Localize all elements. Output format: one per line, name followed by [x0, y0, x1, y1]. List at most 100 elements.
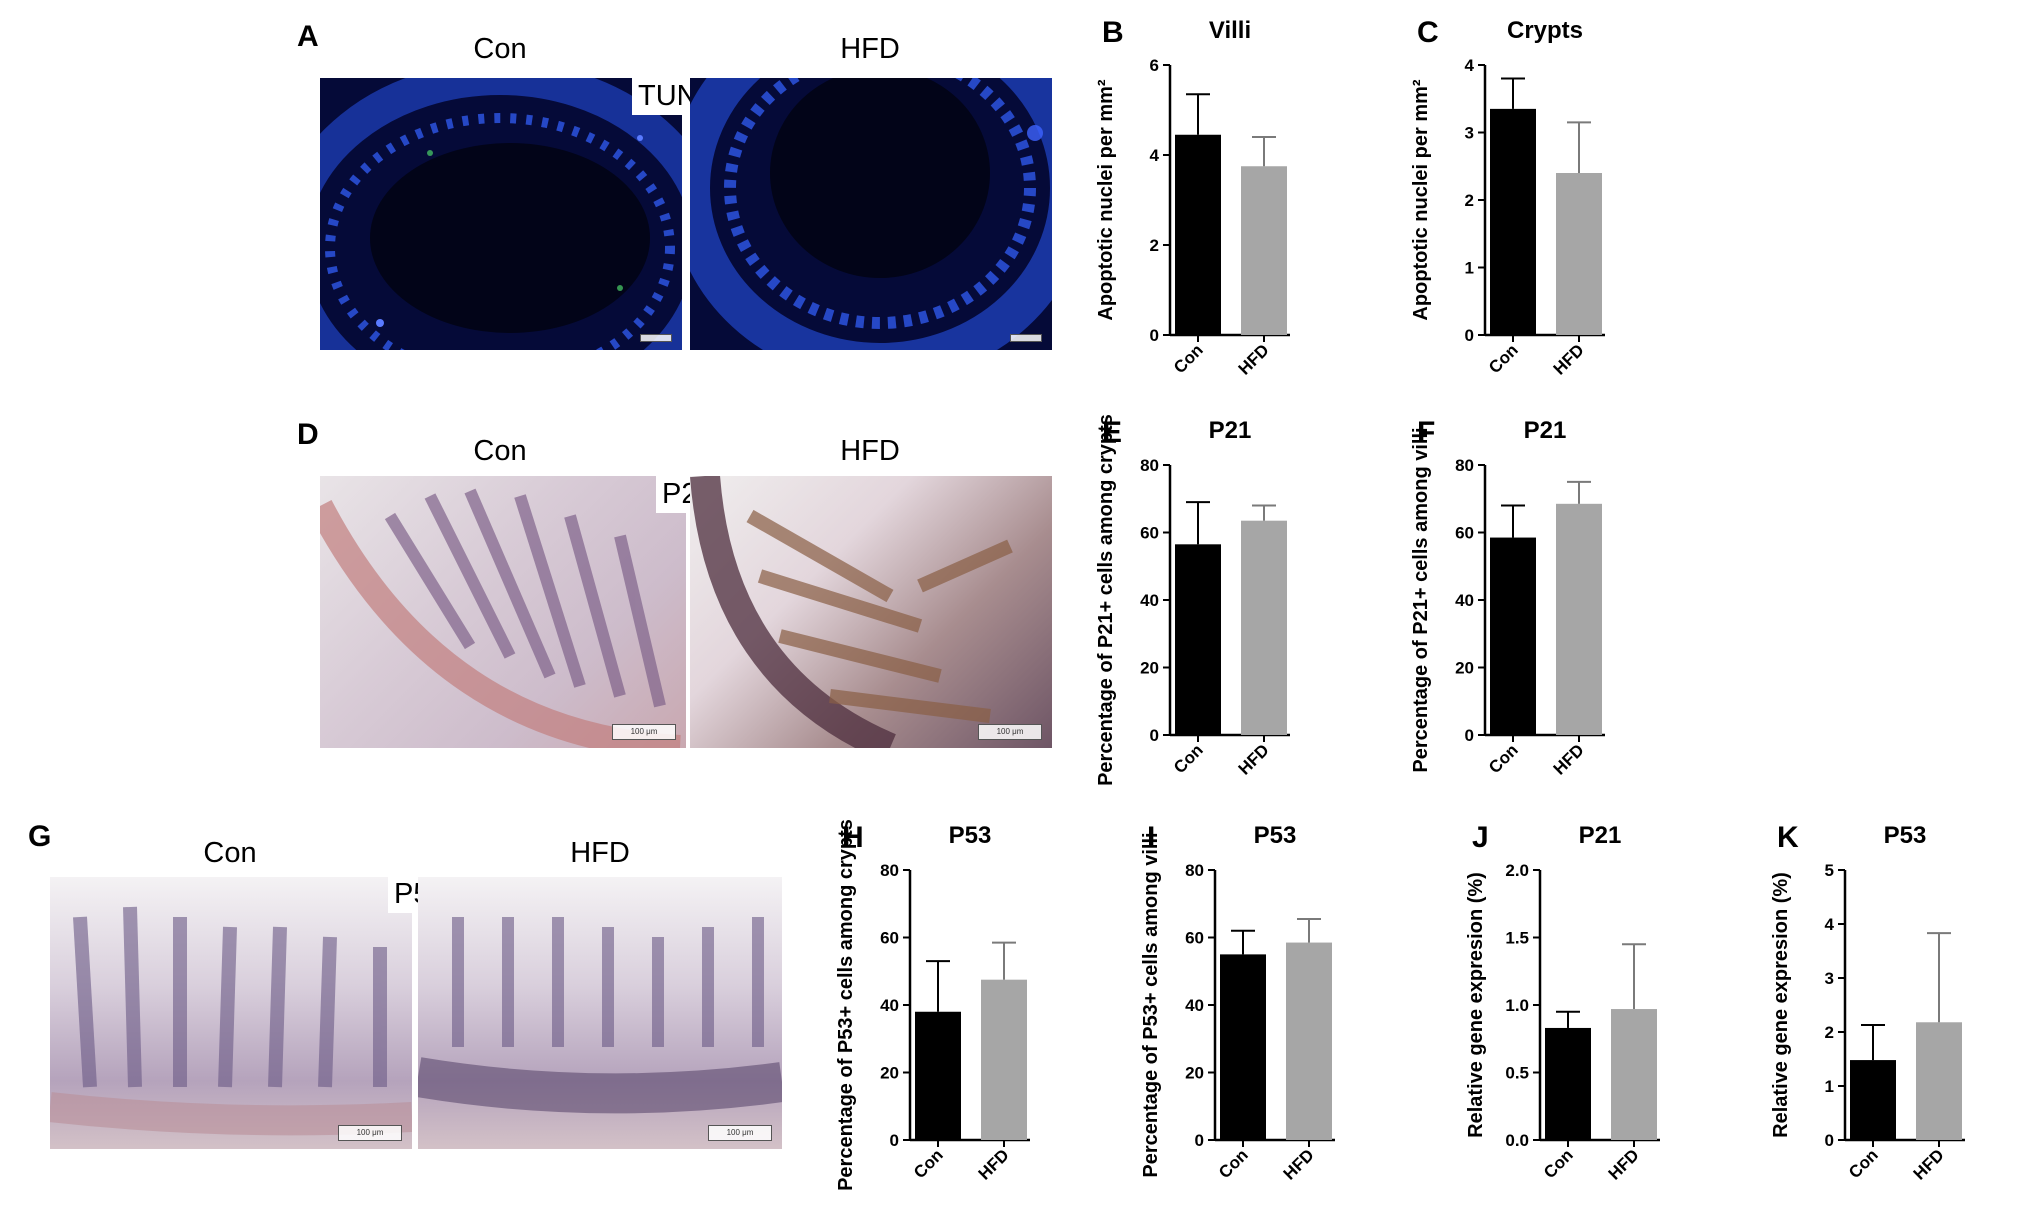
y-tick-label: 0.0 [1505, 1131, 1529, 1150]
panel-d-con-title: Con [473, 435, 527, 467]
bar-hfd [1556, 173, 1602, 335]
y-tick-label: 0 [1465, 326, 1474, 345]
y-tick-label: 6 [1150, 56, 1159, 75]
chart-title: Villi [1209, 17, 1251, 44]
y-tick-label: 60 [1185, 929, 1204, 948]
y-tick-label: 1.5 [1505, 929, 1529, 948]
x-tick-label: HFD [1910, 1145, 1948, 1183]
y-tick-label: 1.0 [1505, 996, 1529, 1015]
chart-i-p53-villi: I P53 Percentage of P53+ cells among villi… [1140, 821, 1335, 1184]
x-tick-label: Con [1215, 1145, 1252, 1182]
y-tick-label: 0.5 [1505, 1064, 1529, 1083]
p21-hfd-micrograph: 100 μm [690, 476, 1052, 748]
x-tick-label: Con [1845, 1145, 1882, 1182]
p53-con-image [50, 906, 412, 1136]
bar-hfd [1241, 166, 1287, 335]
y-tick-label: 40 [1140, 591, 1159, 610]
chart-title: Crypts [1507, 17, 1583, 44]
y-tick-label: 40 [880, 996, 899, 1015]
y-tick-label: 1 [1825, 1077, 1834, 1096]
y-axis-label: Relative gene expresion (%) [1465, 872, 1487, 1138]
y-axis-label: Percentage of P53+ cells among villi [1140, 832, 1162, 1177]
panel-label-j: J [1472, 821, 1489, 854]
scale-bar: 100 μm [978, 724, 1042, 740]
x-tick-label: HFD [975, 1145, 1013, 1183]
y-tick-label: 4 [1150, 146, 1160, 165]
p53-hfd-micrograph: 100 μm [418, 877, 782, 1149]
bar-con [1850, 1060, 1896, 1140]
panel-label-b: B [1102, 16, 1124, 49]
scale-bar: 100 μm [612, 724, 676, 740]
x-tick-label: HFD [1550, 740, 1588, 778]
panel-label-c: C [1417, 16, 1439, 49]
panel-label-h: H [842, 821, 864, 854]
x-tick-label: Con [1485, 340, 1522, 377]
y-tick-label: 4 [1465, 56, 1475, 75]
y-axis-label: Apoptotic nuclei per mm² [1410, 79, 1432, 320]
y-tick-label: 60 [1140, 524, 1159, 543]
chart-k-p53-gene: K P53 Relative gene expresion (%) 0 1 2 3 4 5 Con… [1770, 821, 1965, 1184]
y-tick-label: 0 [1195, 1131, 1204, 1150]
chart-j-p21-gene: J P21 Relative gene expresion (%) 0.0 0.5 1.0… [1465, 821, 1660, 1184]
panel-label-f: F [1417, 416, 1435, 449]
bar-hfd [1611, 1009, 1657, 1140]
chart-e-p21-crypts: E P21 Percentage of P21+ cells among crypt… [1095, 414, 1290, 786]
y-tick-label: 40 [1185, 996, 1204, 1015]
y-tick-label: 2 [1465, 191, 1474, 210]
p21-hfd-image [690, 476, 1013, 748]
x-tick-label: HFD [1605, 1145, 1643, 1183]
y-tick-label: 2 [1825, 1023, 1834, 1042]
y-tick-label: 2 [1150, 236, 1159, 255]
tunel-hfd-micrograph [690, 78, 1052, 350]
y-tick-label: 0 [1150, 326, 1159, 345]
bar-con [1175, 544, 1221, 735]
y-tick-label: 1 [1465, 259, 1474, 278]
bar-hfd [1916, 1022, 1962, 1140]
x-tick-label: HFD [1280, 1145, 1318, 1183]
y-axis-label: Relative gene expresion (%) [1770, 872, 1792, 1138]
bar-hfd [1286, 942, 1332, 1140]
chart-title: P53 [1254, 822, 1297, 849]
bar-hfd [1241, 520, 1287, 735]
y-tick-label: 5 [1825, 861, 1834, 880]
x-tick-label: HFD [1235, 340, 1273, 378]
y-tick-label: 40 [1455, 591, 1474, 610]
panel-label-k: K [1777, 821, 1799, 854]
y-tick-label: 80 [880, 861, 899, 880]
y-axis-label: Percentage of P21+ cells among crypts [1095, 414, 1117, 786]
bar-hfd [1556, 503, 1602, 735]
chart-c-crypts: C Crypts Apoptotic nuclei per mm² 0 1 2 3 4 Con H… [1410, 16, 1605, 379]
y-tick-label: 60 [880, 929, 899, 948]
p21-con-micrograph: 100 μm [320, 476, 686, 748]
x-tick-label: Con [1485, 740, 1522, 777]
tunel-hfd-image [690, 78, 1052, 350]
y-tick-label: 0 [1465, 726, 1474, 745]
chart-title: P21 [1209, 417, 1252, 444]
p53-hfd-image [418, 917, 782, 1114]
x-tick-label: Con [1170, 340, 1207, 377]
y-tick-label: 80 [1185, 861, 1204, 880]
chart-b-villi: B Villi Apoptotic nuclei per mm² 0 2 4 6 Con HFD [1095, 16, 1290, 379]
y-tick-label: 3 [1825, 969, 1834, 988]
panel-label-d: D [297, 418, 319, 451]
panel-d-hfd-title: HFD [840, 435, 900, 467]
panel-label-e: E [1102, 416, 1122, 449]
panel-label-a: A [297, 20, 319, 53]
p21-con-image [320, 488, 681, 748]
scale-bar: 100 μm [338, 1125, 402, 1141]
y-tick-label: 20 [1185, 1064, 1204, 1083]
p53-con-micrograph: 100 μm [50, 877, 412, 1149]
bar-con [1490, 108, 1536, 335]
panel-a-hfd-title: HFD [840, 33, 900, 65]
y-tick-label: 60 [1455, 524, 1474, 543]
y-tick-label: 0 [1150, 726, 1159, 745]
scale-bar [1010, 334, 1042, 342]
panel-a-con-title: Con [473, 33, 527, 65]
y-axis-label: Percentage of P21+ cells among villi [1410, 427, 1432, 772]
x-tick-label: HFD [1235, 740, 1273, 778]
y-tick-label: 80 [1140, 456, 1159, 475]
y-axis-label: Apoptotic nuclei per mm² [1095, 79, 1117, 320]
y-tick-label: 2.0 [1505, 861, 1529, 880]
y-tick-label: 3 [1465, 124, 1474, 143]
chart-h-p53-crypts: H P53 Percentage of P53+ cells among crypt… [835, 819, 1030, 1191]
